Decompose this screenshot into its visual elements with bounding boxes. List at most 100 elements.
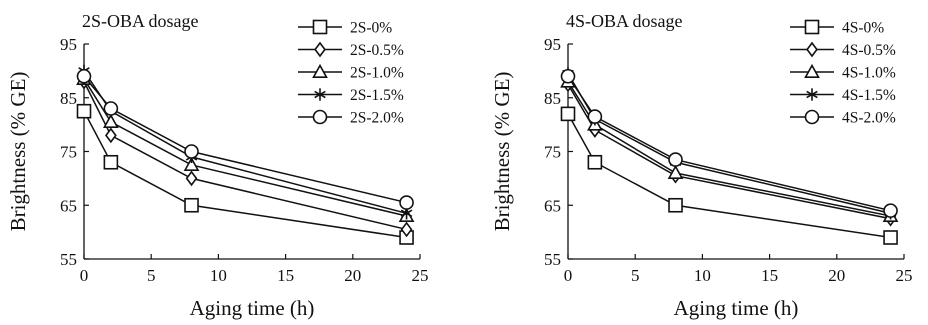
x-tick-label: 5 [147,266,156,285]
legend-label: 2S-1.5% [350,87,404,104]
x-axis-title: Aging time (h) [190,296,315,320]
chart-panel-1: 55 65 75 85 95 0 5 10 15 20 25 Aging time (h) Bright… [6,11,429,320]
y-axis-title: Brightness (% GE) [6,72,30,232]
y-tick-label: 65 [544,196,561,215]
series-line [567,83,891,220]
legend-marker [312,109,328,125]
legend-marker [804,19,820,35]
series-line [567,81,891,217]
asterisk-stroke [400,209,413,218]
x-tick-label: 25 [896,266,913,285]
legend-item-2: 4S-0.5% [790,41,896,59]
x-tick-label: 5 [631,266,640,285]
series-line [567,75,891,212]
series-line [83,75,407,204]
x-tick-label: 0 [80,266,89,285]
data-point [400,221,413,238]
chart-title: 2S-OBA dosage [82,11,199,31]
data-point [668,152,683,167]
legend-item-3: 2S-1.0% [298,63,404,82]
series-5 [76,68,414,210]
legend-label: 4S-1.0% [842,65,896,82]
x-tick-label: 25 [412,266,429,285]
data-point [587,109,603,124]
data-point [668,197,683,213]
y-tick-label: 85 [544,89,561,108]
data-point [103,101,119,116]
data-point [76,103,92,119]
chart-panel-2: 55 65 75 85 95 0 5 10 15 20 25 Aging time (h) Bright… [490,11,913,320]
y-axis-title: Brightness (% GE) [490,72,514,232]
y-tick-label: 55 [60,250,77,269]
data-point [103,154,119,170]
legend-label: 2S-0.5% [350,42,404,59]
data-point [185,170,198,187]
data-point [399,195,414,210]
legend-label: 2S-2.0% [350,110,404,127]
data-point [883,230,898,245]
x-axis-title: Aging time (h) [674,296,799,320]
legend-item-1: 2S-0% [298,20,392,37]
y-tick-label: 75 [60,143,77,162]
legend-item-1: 4S-0% [790,20,884,37]
y-tick-label: 85 [60,89,77,108]
legend: 4S-0% 4S-0.5% 4S-1.0% 4S-1.5% 4S-2.0% [790,20,896,127]
legend: 2S-0% 2S-0.5% 2S-1.0% 2S-1.5% 2S-2.0% [298,20,404,127]
legend-marker [806,88,818,101]
y-tick-label: 65 [60,196,77,215]
asterisk-stroke [806,90,818,99]
series-line [567,113,891,239]
series-line [83,70,407,215]
legend-marker [312,63,328,78]
legend-item-5: 2S-2.0% [298,110,404,127]
x-tick-label: 15 [761,266,778,285]
legend-label: 2S-1.0% [350,65,404,82]
series-line [83,81,407,231]
asterisk-stroke [314,90,326,99]
legend-marker [804,63,820,78]
series-line [83,78,407,217]
x-tick-label: 10 [694,266,711,285]
data-point [587,154,603,170]
legend-marker [804,109,820,125]
legend-label: 2S-0% [350,20,392,37]
data-point [184,197,199,213]
data-point [560,68,576,84]
legend-label: 4S-2.0% [842,110,896,127]
data-point [883,203,898,218]
series-1 [76,103,414,245]
y-tick-label: 95 [544,35,561,54]
legend-item-4: 4S-1.5% [790,87,896,104]
series-line [83,110,407,239]
legend-item-3: 4S-1.0% [790,63,896,82]
x-tick-label: 20 [344,266,361,285]
legend-label: 4S-0.5% [842,42,896,59]
legend-item-2: 2S-0.5% [298,41,404,59]
legend-marker [314,88,326,101]
data-point [183,156,200,171]
legend-marker [314,41,326,58]
legend-item-5: 4S-2.0% [790,110,896,127]
series-5 [560,68,898,218]
x-tick-label: 20 [828,266,845,285]
legend-marker [806,41,818,58]
y-tick-label: 75 [544,143,561,162]
x-tick-label: 0 [564,266,573,285]
chart-title: 4S-OBA dosage [566,11,683,31]
y-tick-label: 55 [544,250,561,269]
data-point [76,68,92,84]
data-point [105,127,117,144]
data-point [667,164,684,179]
legend-label: 4S-0% [842,20,884,37]
legend-item-4: 2S-1.5% [298,87,404,104]
data-point [560,106,576,122]
legend-label: 4S-1.5% [842,87,896,104]
data-point [184,144,199,159]
x-tick-label: 10 [210,266,227,285]
legend-marker [312,19,328,35]
series-1 [560,106,898,245]
y-tick-label: 95 [60,35,77,54]
data-point [103,113,119,128]
x-tick-label: 15 [277,266,294,285]
